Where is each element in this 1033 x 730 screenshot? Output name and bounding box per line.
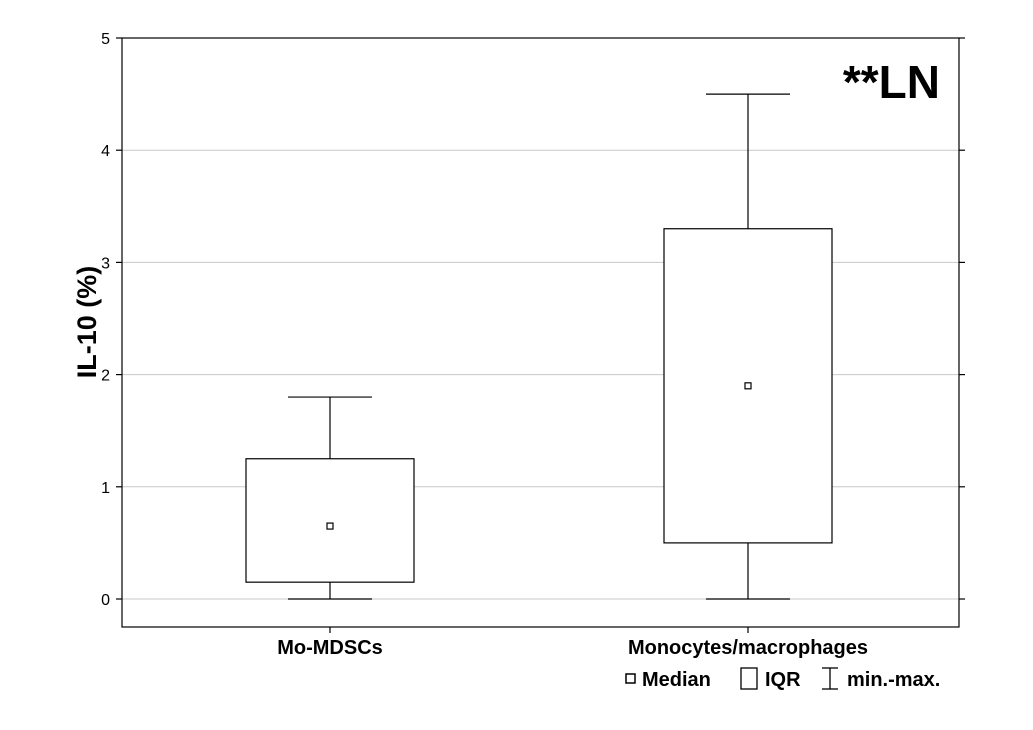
boxes [245, 93, 833, 600]
x-category-label: Monocytes/macrophages [628, 637, 868, 659]
y-axis-label: IL-10 (%) [72, 266, 102, 379]
y-tick-label: 3 [101, 255, 110, 272]
legend-label-iqr: IQR [765, 669, 801, 691]
plot-area-frame [121, 37, 960, 628]
legend: Median IQR min.-max. [625, 667, 940, 691]
x-axis: Mo-MDSCs Monocytes/macrophages [277, 627, 868, 659]
y-tick-label: 4 [101, 143, 110, 160]
x-category-label: Mo-MDSCs [277, 637, 383, 659]
iqr-box [663, 228, 833, 544]
y-tick-label: 0 [101, 592, 110, 609]
legend-label-median: Median [642, 669, 711, 691]
box-group [663, 93, 833, 600]
median-marker [326, 522, 334, 530]
legend-iqr-swatch [740, 667, 758, 690]
y-tick-label: 2 [101, 368, 110, 385]
legend-whisker-swatch [822, 667, 838, 690]
legend-label-minmax: min.-max. [847, 669, 940, 691]
y-tick-label: 1 [101, 480, 110, 497]
box-group [245, 396, 415, 600]
y-tick-label: 5 [101, 31, 110, 48]
significance-annotation: **LN [843, 56, 940, 108]
y-axis: 0 1 2 3 4 5 [101, 31, 965, 609]
iqr-box [245, 458, 415, 583]
median-marker [744, 382, 752, 390]
legend-median-swatch [625, 673, 636, 684]
